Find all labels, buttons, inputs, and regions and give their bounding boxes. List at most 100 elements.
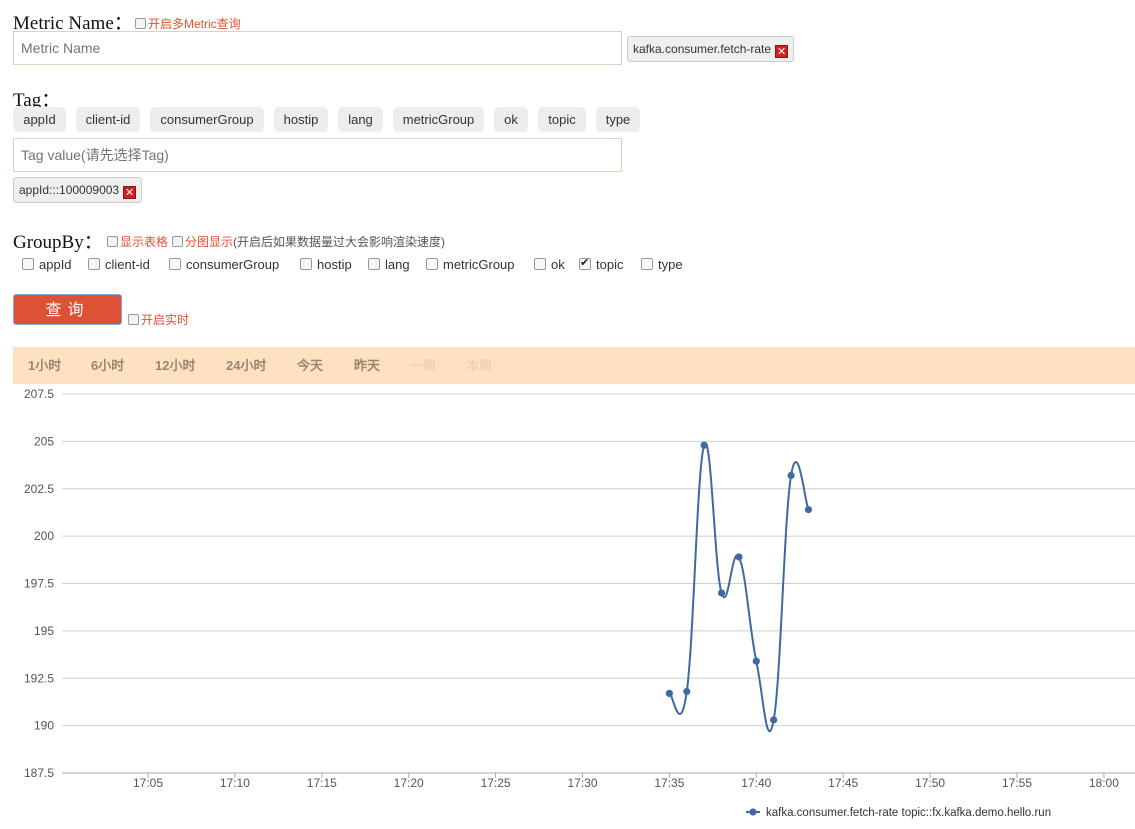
legend-label: kafka.consumer.fetch-rate topic::fx.kafk… (766, 807, 1051, 819)
groupby-item-consumergroup[interactable]: consumerGroup (169, 257, 279, 272)
multi-metric-toggle[interactable]: 开启多Metric查询 (135, 15, 241, 33)
tag-pill-metricgroup[interactable]: metricGroup (393, 107, 484, 132)
groupby-item-lang[interactable]: lang (368, 257, 410, 272)
tag-pill-appid[interactable]: appId (13, 107, 66, 132)
tag-pill-topic[interactable]: topic (538, 107, 586, 132)
remove-metric-icon[interactable]: ✕ (775, 45, 789, 58)
tag-pill-consumergroup[interactable]: consumerGroup (150, 107, 264, 132)
x-tick-label: 17:25 (481, 776, 511, 790)
realtime-toggle[interactable]: 开启实时 (128, 311, 189, 329)
x-tick-label: 17:20 (394, 776, 424, 790)
y-tick-label: 187.5 (24, 766, 54, 780)
groupby-label-appid: appId (39, 257, 72, 272)
show-table-label: 显示表格 (120, 235, 169, 249)
x-tick-label: 17:10 (220, 776, 250, 790)
chart-legend: kafka.consumer.fetch-rate topic::fx.kafk… (746, 807, 1051, 819)
groupby-checkbox-metricgroup[interactable] (426, 258, 438, 270)
groupby-label-consumergroup: consumerGroup (186, 257, 280, 272)
groupby-heading: GroupBy： (13, 232, 103, 253)
tag-chip: appId:::100009003 ✕ (13, 177, 143, 203)
data-point (787, 471, 795, 480)
data-point (683, 687, 691, 696)
range-6h[interactable]: 6小时 (91, 358, 125, 373)
y-tick-label: 197.5 (24, 577, 54, 591)
metric-name-input[interactable] (13, 31, 622, 65)
tag-pill-lang[interactable]: lang (338, 107, 383, 132)
data-point (717, 589, 726, 597)
groupby-label-ok: ok (551, 257, 565, 272)
split-chart-note: (开启后如果数据量过大会影响渲染速度) (233, 235, 446, 249)
show-table-checkbox[interactable] (107, 236, 118, 247)
remove-tag-icon[interactable]: ✕ (123, 186, 137, 199)
range-today[interactable]: 今天 (297, 358, 324, 373)
query-button[interactable]: 查询 (13, 294, 122, 325)
x-tick-label: 18:00 (1089, 776, 1119, 790)
split-chart-label: 分图显示 (185, 235, 234, 249)
x-tick-label: 17:50 (915, 776, 945, 790)
groupby-item-appid[interactable]: appId (22, 257, 72, 272)
range-yesterday[interactable]: 昨天 (354, 358, 381, 373)
time-range-bar: 1小时 6小时 12小时 24小时 今天 昨天 一周 本周 (13, 347, 1135, 384)
groupby-checkbox-consumergroup[interactable] (169, 258, 181, 270)
groupby-checkbox-hostip[interactable] (300, 258, 312, 270)
y-tick-label: 192.5 (24, 671, 54, 685)
groupby-item-metricgroup[interactable]: metricGroup (426, 257, 515, 272)
metric-chip: kafka.consumer.fetch-rate ✕ (627, 36, 795, 62)
y-tick-label: 190 (34, 719, 54, 733)
tag-title: Tag： (13, 85, 60, 112)
y-tick-label: 202.5 (24, 482, 54, 496)
groupby-item-ok[interactable]: ok (534, 257, 565, 272)
groupby-label-topic: topic (596, 257, 624, 272)
split-chart-checkbox[interactable] (172, 236, 183, 247)
show-table-toggle[interactable]: 显示表格 (107, 233, 168, 251)
groupby-item-topic[interactable]: topic (579, 256, 624, 272)
tag-pill-hostip[interactable]: hostip (274, 107, 328, 132)
y-tick-label: 207.5 (24, 387, 54, 401)
tag-pill-type[interactable]: type (596, 107, 640, 132)
range-this-week[interactable]: 本周 (466, 358, 493, 373)
range-week[interactable]: 一周 (410, 358, 437, 373)
metric-chip-label: kafka.consumer.fetch-rate (633, 42, 772, 56)
range-1h[interactable]: 1小时 (28, 358, 62, 373)
groupby-label-hostip: hostip (317, 257, 352, 272)
groupby-checkbox-type[interactable] (641, 258, 653, 270)
tag-chip-label: appId:::100009003 (19, 183, 120, 197)
groupby-checkbox-topic[interactable] (579, 256, 591, 270)
groupby-label-metricgroup: metricGroup (443, 257, 515, 272)
data-point (770, 716, 778, 724)
tag-pill-ok[interactable]: ok (494, 107, 528, 132)
realtime-checkbox[interactable] (128, 314, 139, 325)
tag-value-input[interactable] (13, 138, 622, 172)
range-24h[interactable]: 24小时 (226, 358, 267, 373)
metric-name-heading: Metric Name： (13, 13, 133, 34)
groupby-checkbox-ok[interactable] (534, 258, 546, 270)
groupby-item-hostip[interactable]: hostip (300, 257, 352, 272)
groupby-checkbox-appid[interactable] (22, 258, 34, 270)
x-tick-label: 17:40 (741, 776, 771, 790)
realtime-label: 开启实时 (141, 313, 190, 327)
x-tick-label: 17:05 (133, 776, 163, 790)
data-point (804, 505, 813, 514)
data-point (665, 689, 674, 698)
tag-pill-client-id[interactable]: client-id (76, 107, 140, 132)
metric-name-title: Metric Name： (13, 8, 133, 35)
range-12h[interactable]: 12小时 (155, 358, 196, 373)
groupby-label-client-id: client-id (105, 257, 150, 272)
y-tick-label: 200 (34, 529, 54, 543)
split-chart-toggle[interactable]: 分图显示(开启后如果数据量过大会影响渲染速度) (172, 233, 445, 251)
y-tick-label: 205 (34, 434, 54, 448)
groupby-checkbox-client-id[interactable] (88, 258, 100, 270)
tag-heading: Tag： (13, 90, 61, 111)
x-tick-label: 17:55 (1002, 776, 1032, 790)
x-tick-label: 17:35 (654, 776, 684, 790)
groupby-label-lang: lang (385, 257, 410, 272)
multi-metric-checkbox[interactable] (135, 18, 146, 29)
data-point (752, 657, 760, 665)
groupby-checkbox-lang[interactable] (368, 258, 380, 270)
groupby-item-type[interactable]: type (641, 257, 683, 272)
groupby-item-client-id[interactable]: client-id (88, 257, 150, 272)
data-point (700, 441, 708, 449)
multi-metric-label: 开启多Metric查询 (148, 17, 241, 31)
x-tick-label: 17:15 (307, 776, 337, 790)
data-point (735, 553, 743, 561)
